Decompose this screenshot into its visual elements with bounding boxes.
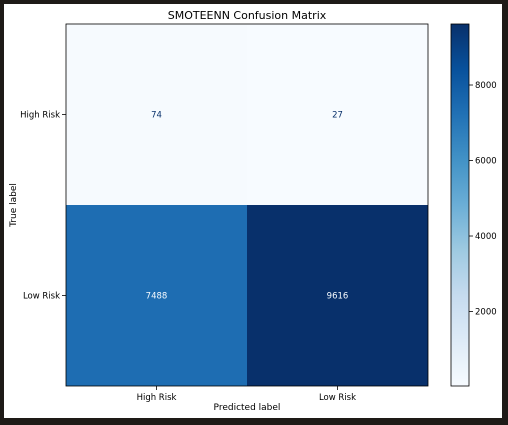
heatmap-cell [66, 205, 247, 386]
y-tick-label: Low Risk [23, 292, 60, 302]
confusion-matrix-chart: SMOTEENN Confusion Matrix 74 27 7488 9616 H… [9, 9, 497, 413]
y-axis-label: True label [9, 183, 19, 228]
heatmap-cell [247, 24, 428, 205]
axis-ticks: High Risk Low Risk High Risk Low Risk [20, 111, 356, 404]
colorbar-tick-label: 4000 [475, 232, 497, 242]
colorbar-tick-label: 2000 [475, 308, 497, 318]
chart-figure: SMOTEENN Confusion Matrix 74 27 7488 9616 H… [4, 4, 502, 418]
heatmap-cell [247, 205, 428, 386]
x-tick-label: High Risk [137, 393, 177, 403]
plot-frame [65, 23, 429, 387]
y-tick-label: High Risk [20, 111, 60, 121]
chart-title: SMOTEENN Confusion Matrix [168, 9, 327, 22]
heatmap-cell [66, 24, 247, 205]
colorbar [450, 23, 470, 387]
cell-value-label: 27 [332, 111, 343, 121]
colorbar-tick-label: 8000 [475, 81, 497, 91]
x-axis-label: Predicted label [214, 403, 281, 413]
heatmap-cells: 74 27 7488 9616 [66, 24, 428, 386]
colorbar-ticks: 2000 4000 6000 8000 [469, 81, 497, 318]
x-tick-label: Low Risk [319, 393, 356, 403]
cell-value-label: 74 [151, 111, 162, 121]
colorbar-tick-label: 6000 [475, 157, 497, 167]
cell-value-label: 9616 [327, 292, 349, 302]
cell-value-label: 7488 [146, 292, 168, 302]
